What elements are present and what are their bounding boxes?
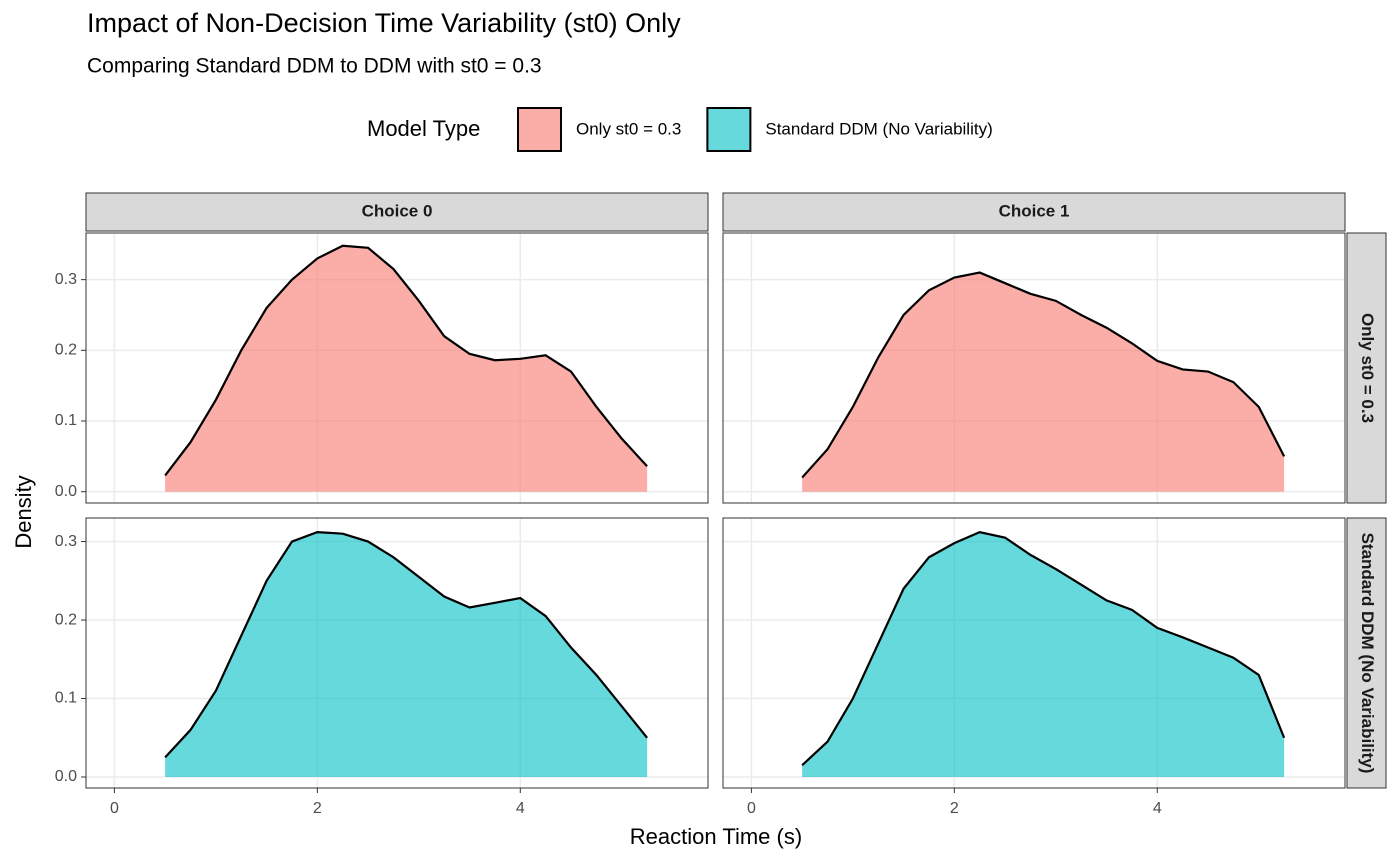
strip-group: Standard DDM (No Variability): [1358, 533, 1377, 774]
x-tick-label: 2: [313, 800, 322, 817]
density-area: [802, 532, 1285, 778]
density-line: [164, 244, 648, 477]
strip-label: Choice 1: [999, 201, 1070, 220]
legend-title: Model Type: [367, 116, 480, 141]
density-area: [165, 245, 648, 492]
panel-border: [85, 232, 709, 504]
strip-label: Only st0 = 0.3: [1358, 313, 1377, 423]
density-line: [801, 530, 1286, 767]
panel-border: [722, 517, 1346, 789]
strip-group: Only st0 = 0.3: [1358, 313, 1377, 423]
strip-background: [1346, 232, 1387, 504]
x-tick-label: 4: [1153, 800, 1162, 817]
density-line: [164, 531, 648, 759]
y-tick-label: 0.0: [55, 483, 77, 500]
x-tick-label: 2: [950, 800, 959, 817]
y-tick-label: 0.2: [55, 342, 77, 359]
legend-key: [517, 107, 562, 152]
strip-label: Standard DDM (No Variability): [1358, 533, 1377, 774]
y-tick-label: 0.1: [55, 412, 77, 429]
legend-label: Only st0 = 0.3: [576, 119, 681, 138]
y-tick-label: 0.3: [55, 533, 77, 550]
strip-background: [85, 192, 709, 232]
y-tick-label: 0.2: [55, 611, 77, 628]
strip-label: Choice 0: [362, 201, 433, 220]
chart-title: Impact of Non-Decision Time Variability …: [87, 8, 681, 38]
x-axis-label: Reaction Time (s): [630, 824, 802, 849]
y-tick-label: 0.3: [55, 271, 77, 288]
y-tick-label: 0.0: [55, 768, 77, 785]
panel-border: [85, 517, 709, 789]
y-tick-label: 0.1: [55, 690, 77, 707]
density-line: [801, 271, 1286, 479]
strip-background: [722, 192, 1346, 232]
x-tick-label: 0: [747, 800, 756, 817]
density-area: [165, 532, 648, 778]
chart-subtitle: Comparing Standard DDM to DDM with st0 =…: [87, 55, 542, 78]
panel-border: [722, 232, 1346, 504]
strip-background: [1346, 517, 1387, 789]
legend-key: [706, 107, 752, 152]
x-tick-label: 0: [110, 800, 119, 817]
legend-label: Standard DDM (No Variability): [765, 119, 992, 138]
y-axis-label: Density: [11, 475, 36, 548]
density-area: [802, 272, 1285, 492]
x-tick-label: 4: [516, 800, 525, 817]
